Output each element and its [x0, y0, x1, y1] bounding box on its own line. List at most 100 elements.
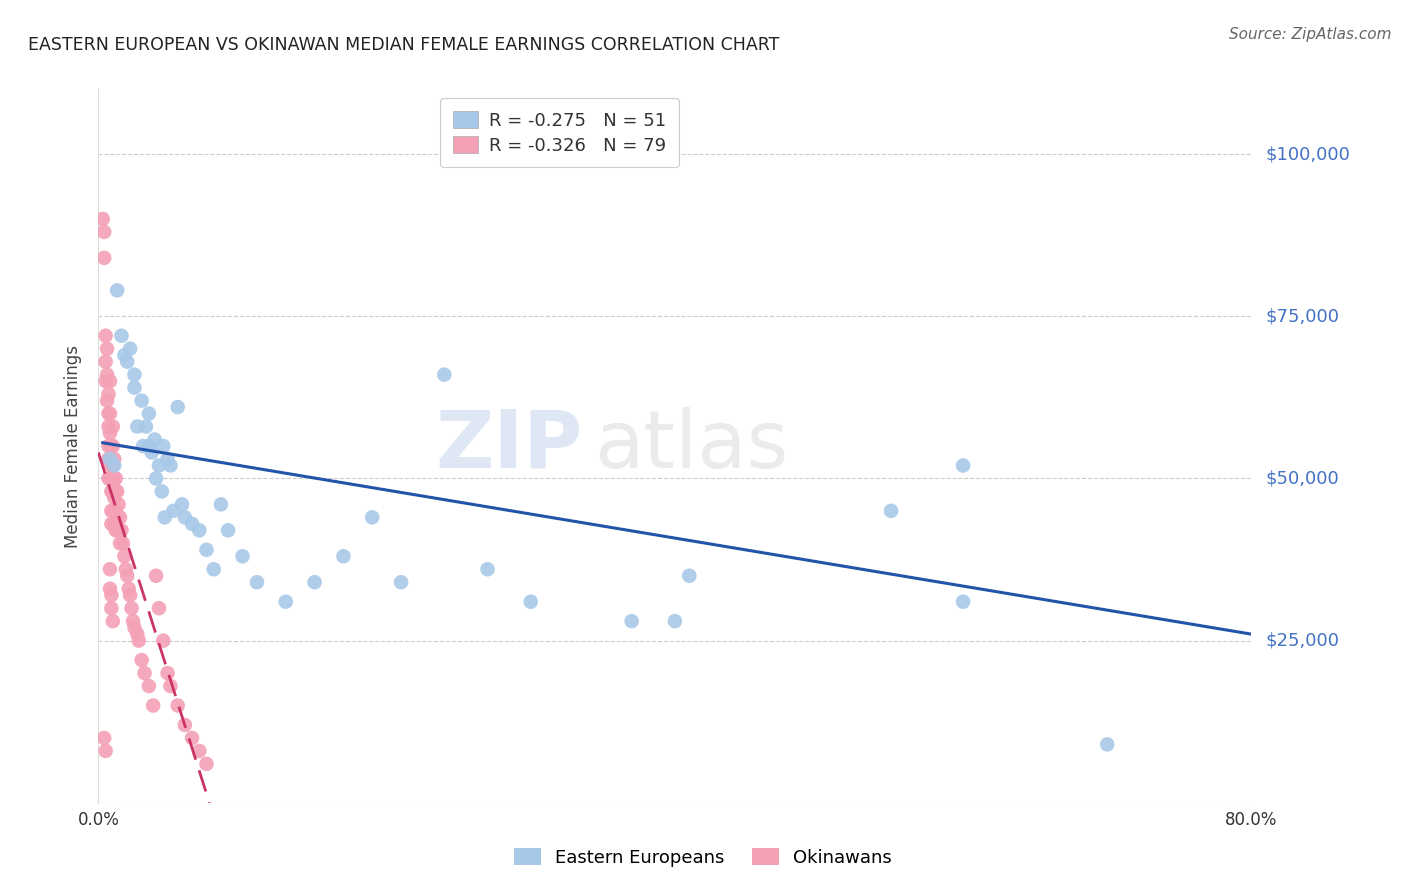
Point [159, 679, 181, 693]
Point [361, 510, 384, 524]
Point [159, 458, 181, 473]
Point [100, 439, 122, 453]
Point [98, 452, 121, 467]
Point [274, 595, 297, 609]
Point [152, 633, 174, 648]
Point [1097, 738, 1119, 752]
Point [150, 484, 173, 499]
Point [145, 471, 167, 485]
Point [209, 497, 232, 511]
Point [131, 653, 153, 667]
Point [93, 251, 115, 265]
Point [124, 368, 146, 382]
Point [101, 614, 124, 628]
Point [128, 633, 150, 648]
Point [148, 458, 170, 473]
Point [122, 614, 145, 628]
Point [118, 582, 141, 596]
Point [97, 471, 120, 485]
Point [132, 439, 155, 453]
Point [217, 524, 239, 538]
Point [231, 549, 254, 564]
Point [153, 510, 176, 524]
Point [97, 439, 120, 453]
Point [100, 471, 122, 485]
Point [124, 621, 146, 635]
Point [141, 445, 163, 459]
Point [91, 211, 114, 226]
Point [112, 549, 135, 564]
Point [304, 575, 326, 590]
Point [620, 614, 643, 628]
Point [98, 471, 121, 485]
Point [98, 374, 121, 388]
Point [97, 452, 120, 467]
Point [202, 562, 225, 576]
Point [101, 439, 124, 453]
Point [174, 510, 197, 524]
Point [520, 595, 543, 609]
Point [94, 744, 117, 758]
Point [114, 562, 136, 576]
Point [127, 627, 149, 641]
Point [433, 368, 456, 382]
Point [664, 614, 686, 628]
Point [101, 484, 124, 499]
Point [188, 524, 211, 538]
Point [138, 439, 160, 453]
Point [98, 425, 121, 440]
Point [100, 458, 122, 473]
Point [107, 524, 129, 538]
Point [104, 524, 127, 538]
Point [100, 588, 122, 602]
Point [93, 731, 115, 745]
Point [246, 575, 269, 590]
Point [121, 601, 143, 615]
Point [166, 698, 188, 713]
Text: $25,000: $25,000 [1265, 632, 1340, 649]
Point [880, 504, 903, 518]
Point [152, 439, 174, 453]
Point [97, 407, 120, 421]
Point [101, 504, 124, 518]
Point [145, 568, 167, 582]
Point [166, 400, 188, 414]
Point [96, 393, 118, 408]
Point [120, 342, 142, 356]
Legend: Eastern Europeans, Okinawans: Eastern Europeans, Okinawans [506, 841, 900, 874]
Point [332, 549, 354, 564]
Point [101, 471, 124, 485]
Point [131, 393, 153, 408]
Legend: R = -0.275   N = 51, R = -0.326   N = 79: R = -0.275 N = 51, R = -0.326 N = 79 [440, 98, 679, 168]
Point [101, 419, 124, 434]
Point [195, 542, 218, 557]
Point [105, 484, 128, 499]
Point [952, 458, 974, 473]
Point [94, 328, 117, 343]
Text: $50,000: $50,000 [1265, 469, 1339, 487]
Point [138, 407, 160, 421]
Point [94, 374, 117, 388]
Point [124, 381, 146, 395]
Text: ZIP: ZIP [436, 407, 582, 485]
Point [101, 458, 124, 473]
Text: EASTERN EUROPEAN VS OKINAWAN MEDIAN FEMALE EARNINGS CORRELATION CHART: EASTERN EUROPEAN VS OKINAWAN MEDIAN FEMA… [28, 36, 779, 54]
Text: atlas: atlas [595, 407, 789, 485]
Point [162, 504, 184, 518]
Y-axis label: Median Female Earnings: Median Female Earnings [65, 344, 83, 548]
Point [112, 348, 135, 362]
Point [181, 516, 204, 531]
Point [678, 568, 700, 582]
Point [156, 666, 179, 681]
Point [389, 575, 412, 590]
Text: $100,000: $100,000 [1265, 145, 1350, 163]
Point [98, 452, 121, 467]
Point [143, 433, 166, 447]
Point [188, 744, 211, 758]
Point [107, 497, 129, 511]
Point [170, 497, 193, 511]
Point [104, 504, 127, 518]
Point [134, 666, 156, 681]
Point [181, 731, 204, 745]
Point [98, 562, 121, 576]
